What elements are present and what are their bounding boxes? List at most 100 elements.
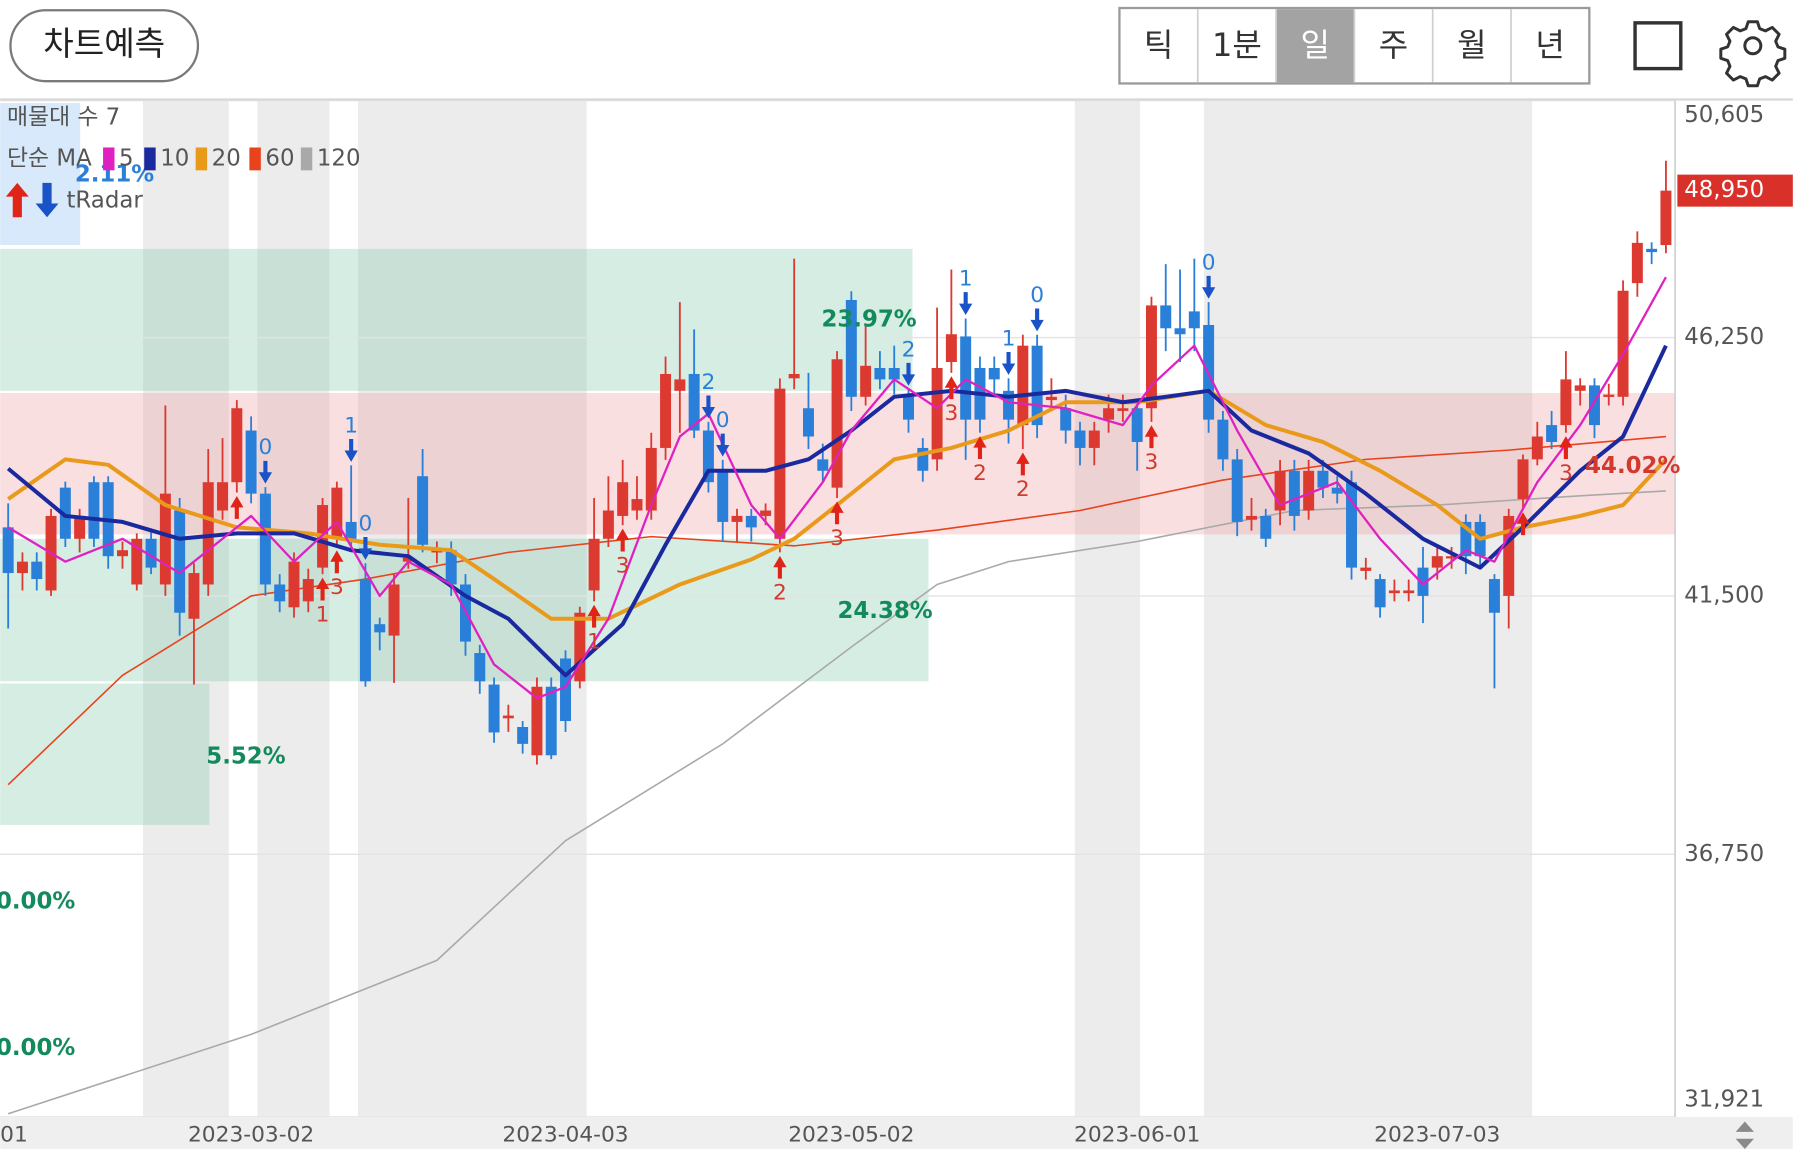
y-tick-label: 41,500 <box>1684 582 1764 608</box>
candle-body <box>917 447 929 471</box>
fullscreen-icon[interactable] <box>1633 21 1683 71</box>
scroll-arrows[interactable] <box>1735 1121 1754 1149</box>
candle-body <box>517 727 529 744</box>
candle-body <box>1517 459 1529 500</box>
candle-body <box>588 538 600 591</box>
candle-body <box>388 584 400 636</box>
period-tab[interactable]: 주 <box>1379 26 1408 64</box>
signal-label: 0 <box>1030 283 1044 308</box>
candle-body <box>488 684 500 733</box>
legend-swatch <box>249 147 261 171</box>
signal-up <box>830 501 844 525</box>
session-band <box>143 100 229 1117</box>
candle-body <box>874 367 886 380</box>
legend-entry: 60 <box>265 145 294 171</box>
signal-label: 1 <box>316 602 330 627</box>
signal-up <box>315 577 330 601</box>
candle-body <box>1188 311 1200 329</box>
candle-body <box>1617 290 1629 397</box>
signal-down <box>344 439 358 462</box>
period-tab-selected[interactable] <box>1276 9 1355 83</box>
candle-body <box>1031 345 1043 426</box>
signal-label: 3 <box>330 575 344 600</box>
signal-down <box>701 395 716 419</box>
zone-label: 0.00% <box>0 1035 75 1061</box>
candle-body <box>1403 590 1415 594</box>
signal-up <box>773 555 787 579</box>
signal-down <box>716 433 730 457</box>
candle-body <box>245 430 257 494</box>
candle-body <box>1260 515 1272 539</box>
signal-label: 2 <box>773 581 787 606</box>
candle-body <box>259 493 271 585</box>
radar-label: tRadar <box>66 188 143 214</box>
candle-body <box>117 550 128 557</box>
candle-body <box>1360 567 1372 571</box>
x-axis-strip <box>0 1116 1793 1149</box>
candle-body <box>988 367 1000 380</box>
candle-body <box>188 573 200 619</box>
candle-body <box>359 579 371 682</box>
radar-down-icon <box>35 182 59 218</box>
signal-label: 2 <box>973 461 987 486</box>
signal-down <box>959 292 973 316</box>
zone-label: 2.11% <box>75 161 154 187</box>
legend-swatch <box>195 147 208 171</box>
candle-body <box>131 538 143 585</box>
candle-body <box>417 476 429 545</box>
period-tab[interactable]: 월 <box>1457 26 1486 64</box>
candle-body <box>1417 567 1429 596</box>
legend-swatch <box>300 147 313 171</box>
candle-body <box>31 561 43 580</box>
legend-entry: 10 <box>160 145 189 171</box>
gear-outline[interactable] <box>1719 20 1787 88</box>
y-tick-label: 31,921 <box>1684 1086 1764 1112</box>
y-tick-label: 36,750 <box>1684 841 1764 867</box>
candle-body <box>1346 482 1358 568</box>
candle-body <box>817 459 829 471</box>
ma-line <box>7 276 1667 700</box>
candle-body <box>1217 419 1229 460</box>
period-tab[interactable]: 일 <box>1301 26 1330 64</box>
price-zone <box>0 248 913 391</box>
candle-body <box>903 396 914 420</box>
candle-body <box>831 359 843 488</box>
settings-icon[interactable] <box>1719 20 1787 88</box>
toolbar: 차트예측 틱 1분 일 주 월 년 <box>0 6 1793 101</box>
zone-label: 0.00% <box>0 889 75 915</box>
candle-body <box>274 584 286 602</box>
zone-label: 44.02% <box>1585 453 1680 479</box>
signal-label: 2 <box>1016 477 1030 502</box>
candle-body <box>1246 515 1257 520</box>
candle-body <box>688 373 700 431</box>
period-tab[interactable]: 년 <box>1535 26 1564 64</box>
predict-button[interactable] <box>9 9 200 83</box>
candle-body <box>1145 305 1157 409</box>
last-price-tag <box>1677 174 1793 207</box>
signal-up <box>1016 452 1030 476</box>
candle-body <box>731 515 743 522</box>
signal-up <box>330 550 344 574</box>
gear-hub[interactable] <box>1743 36 1763 56</box>
candle-body <box>574 612 586 682</box>
period-tab[interactable]: 1분 <box>1212 26 1262 64</box>
y-tick-label: 50,605 <box>1684 102 1764 128</box>
signal-label: 3 <box>1559 461 1573 486</box>
session-band <box>1204 100 1533 1117</box>
predict-button-label[interactable]: 차트예측 <box>43 24 165 63</box>
period-tab[interactable]: 틱 <box>1144 26 1173 64</box>
candle-body <box>1017 345 1029 426</box>
ma-legend: 5 10 20 60 120 <box>103 145 360 171</box>
candle-body <box>174 510 186 613</box>
candle-body <box>1431 556 1443 568</box>
candle-body <box>931 367 943 460</box>
candle-body <box>217 482 229 511</box>
scroll-handle[interactable] <box>1735 1121 1754 1149</box>
x-tick-label: 2023-05-02 <box>788 1122 914 1147</box>
candle-body <box>660 373 672 448</box>
candle-body <box>59 487 71 539</box>
candle-body <box>1374 579 1386 608</box>
candle-body <box>702 430 714 483</box>
zone-label: 24.38% <box>837 598 932 624</box>
